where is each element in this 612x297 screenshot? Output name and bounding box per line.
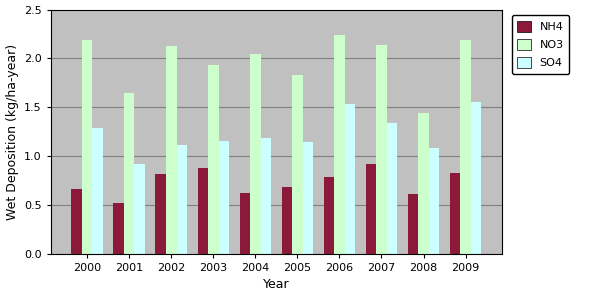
Bar [345, 104, 355, 254]
Bar [387, 123, 397, 254]
Bar [82, 40, 92, 254]
Bar [113, 203, 124, 254]
Bar [450, 173, 460, 254]
Bar [429, 148, 439, 254]
Bar [376, 45, 387, 254]
Legend: NH4, NO3, SO4: NH4, NO3, SO4 [512, 15, 569, 74]
Bar [282, 187, 292, 254]
Bar [334, 35, 345, 254]
Bar [460, 40, 471, 254]
Bar [303, 143, 313, 254]
Bar [124, 93, 135, 254]
Bar [198, 168, 208, 254]
Bar [166, 46, 176, 254]
Bar [471, 102, 482, 254]
Bar [155, 174, 166, 254]
Bar [176, 146, 187, 254]
X-axis label: Year: Year [263, 279, 289, 291]
Bar [366, 164, 376, 254]
Bar [324, 177, 334, 254]
Bar [418, 113, 429, 254]
Bar [135, 164, 145, 254]
Bar [208, 65, 218, 254]
Bar [408, 194, 418, 254]
Bar [292, 75, 303, 254]
Bar [239, 193, 250, 254]
Bar [72, 189, 82, 254]
Bar [92, 128, 103, 254]
Bar [218, 140, 229, 254]
Y-axis label: Wet Deposition (kg/ha-year): Wet Deposition (kg/ha-year) [6, 44, 18, 220]
Bar [250, 53, 261, 254]
Bar [261, 138, 271, 254]
